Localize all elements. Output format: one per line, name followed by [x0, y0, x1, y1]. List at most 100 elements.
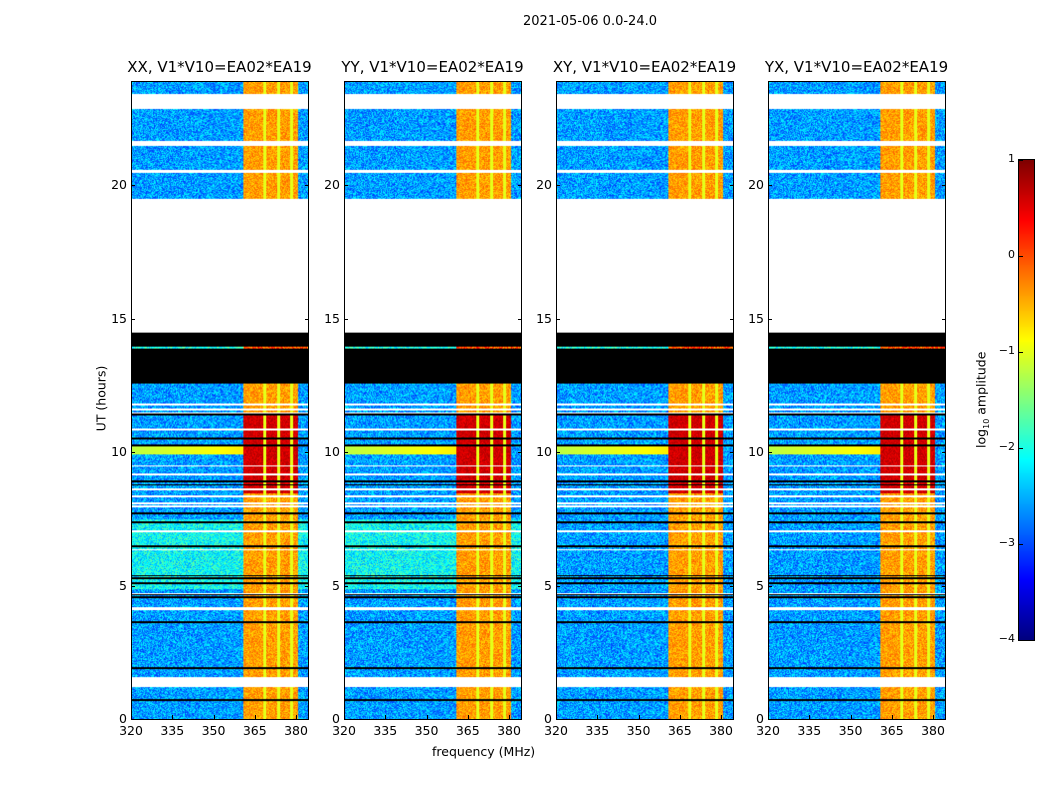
- colorbar-tick-mark: [1019, 160, 1023, 161]
- y-tick-label: 20: [536, 177, 552, 192]
- y-tick-mark: [730, 185, 734, 186]
- x-tick-mark: [254, 715, 256, 719]
- y-tick-label: 15: [324, 310, 340, 326]
- colorbar-tick-mark: [1019, 640, 1023, 641]
- x-tick-label: 380: [284, 723, 308, 738]
- x-tick-mark: [809, 715, 811, 719]
- y-tick-label: 0: [544, 711, 552, 726]
- y-tick-mark: [942, 452, 946, 453]
- x-tick-label: 335: [585, 723, 610, 738]
- y-tick-mark: [344, 318, 348, 320]
- y-tick-label: 20: [111, 177, 127, 192]
- x-tick-label: 320: [119, 723, 143, 738]
- x-tick-mark: [385, 715, 387, 719]
- y-tick-mark: [344, 719, 348, 720]
- x-tick-label: 350: [626, 723, 651, 738]
- y-tick-mark: [518, 719, 522, 720]
- y-tick-mark: [518, 185, 522, 186]
- colorbar-tick-label: 1: [1008, 152, 1015, 165]
- y-tick-mark: [305, 185, 309, 186]
- y-tick-mark: [942, 585, 946, 587]
- x-tick-mark: [467, 715, 469, 719]
- colorbar-tick-mark: [1019, 256, 1023, 257]
- heatmap-image: [132, 82, 308, 719]
- x-tick-label: 350: [414, 723, 439, 738]
- y-tick-label: 0: [756, 711, 764, 726]
- heatmap-panel: [344, 81, 522, 720]
- y-tick-mark: [305, 452, 309, 453]
- colorbar-label-rest: amplitude: [973, 351, 989, 419]
- colorbar-gradient: [1019, 160, 1034, 640]
- colorbar: [1018, 159, 1035, 641]
- y-tick-label: 20: [324, 177, 340, 192]
- panel-title: YX, V1*V10=EA02*EA19: [764, 58, 949, 76]
- y-tick-mark: [344, 452, 348, 453]
- colorbar-tick-mark: [1019, 544, 1023, 545]
- y-tick-label: 20: [748, 177, 764, 192]
- y-tick-label: 5: [332, 577, 340, 593]
- x-tick-mark: [426, 715, 428, 719]
- y-tick-label: 5: [119, 577, 127, 593]
- x-tick-label: 380: [709, 723, 733, 738]
- x-tick-label: 380: [497, 723, 521, 738]
- x-tick-label: 320: [756, 723, 780, 738]
- y-tick-mark: [768, 719, 772, 720]
- heatmap-panel: [556, 81, 734, 720]
- y-tick-mark: [556, 452, 560, 453]
- x-tick-mark: [638, 715, 640, 719]
- y-tick-label: 5: [756, 577, 764, 593]
- x-tick-mark: [679, 715, 681, 719]
- x-tick-label: 335: [373, 723, 398, 738]
- y-tick-label: 10: [324, 444, 340, 459]
- x-tick-label: 365: [242, 723, 267, 738]
- colorbar-tick-label: −4: [998, 632, 1015, 645]
- y-tick-mark: [768, 318, 772, 320]
- heatmap-image: [345, 82, 521, 719]
- x-tick-mark: [933, 715, 934, 719]
- colorbar-tick-mark: [1019, 448, 1023, 449]
- heatmap-panel: [768, 81, 946, 720]
- y-tick-mark: [768, 452, 772, 453]
- colorbar-tick-label: −2: [998, 440, 1015, 453]
- y-tick-label: 10: [748, 444, 764, 459]
- x-axis-label: frequency (MHz): [432, 744, 536, 759]
- x-tick-label: 350: [201, 723, 226, 738]
- y-tick-mark: [730, 318, 734, 320]
- x-tick-mark: [891, 715, 893, 719]
- x-tick-mark: [213, 715, 215, 719]
- heatmap-image: [769, 82, 945, 719]
- colorbar-tick-label: −3: [998, 536, 1015, 549]
- x-tick-mark: [850, 715, 852, 719]
- y-tick-mark: [556, 185, 560, 186]
- y-tick-mark: [768, 585, 772, 587]
- y-tick-mark: [942, 318, 946, 320]
- x-tick-label: 380: [921, 723, 945, 738]
- y-tick-mark: [131, 719, 135, 720]
- y-tick-mark: [942, 185, 946, 186]
- y-tick-mark: [518, 585, 522, 587]
- y-tick-mark: [518, 318, 522, 320]
- y-tick-mark: [768, 185, 772, 186]
- y-tick-mark: [556, 318, 560, 320]
- y-tick-mark: [942, 719, 946, 720]
- y-tick-label: 10: [536, 444, 552, 459]
- y-tick-mark: [518, 452, 522, 453]
- y-tick-mark: [730, 585, 734, 587]
- x-tick-mark: [768, 715, 769, 719]
- y-tick-label: 0: [119, 711, 127, 726]
- x-tick-label: 365: [667, 723, 692, 738]
- y-tick-mark: [131, 585, 135, 587]
- x-tick-mark: [172, 715, 174, 719]
- x-tick-mark: [131, 715, 132, 719]
- y-tick-mark: [305, 585, 309, 587]
- y-tick-mark: [131, 318, 135, 320]
- x-tick-label: 350: [838, 723, 863, 738]
- x-tick-label: 335: [160, 723, 185, 738]
- colorbar-label-sub: 10: [981, 418, 991, 429]
- panel-title: XY, V1*V10=EA02*EA19: [552, 58, 737, 76]
- x-tick-label: 365: [879, 723, 904, 738]
- y-tick-mark: [344, 185, 348, 186]
- y-tick-mark: [305, 719, 309, 720]
- heatmap-panel: [131, 81, 309, 720]
